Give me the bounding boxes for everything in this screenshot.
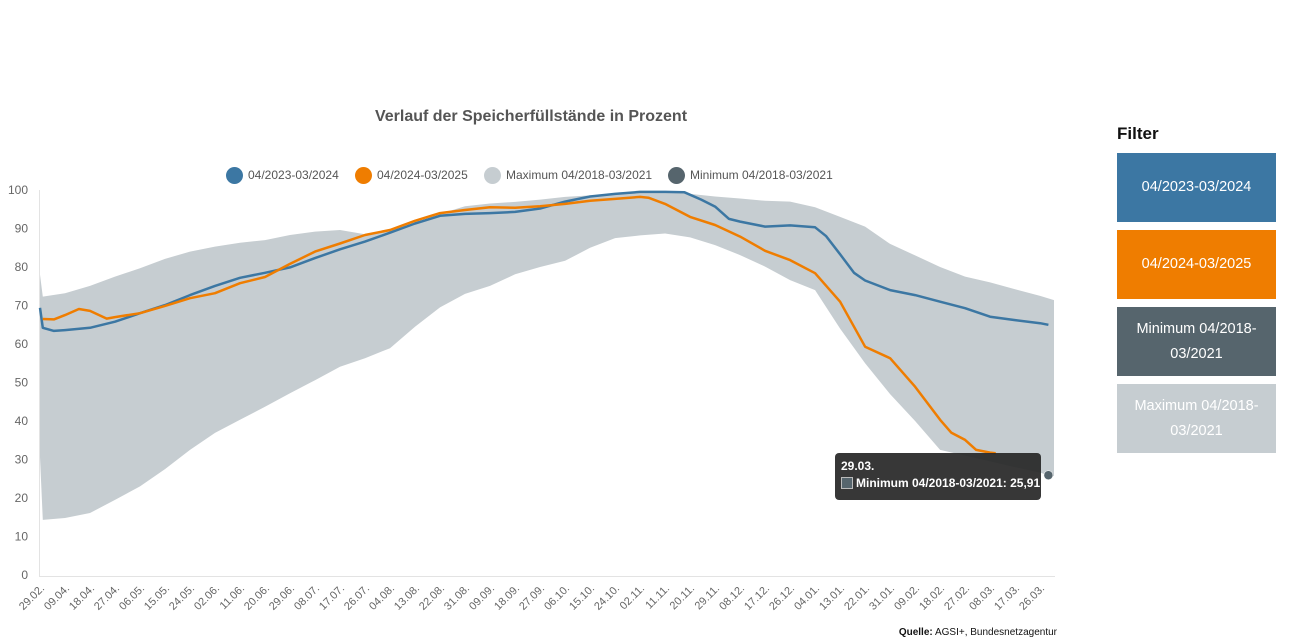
x-tick-label: 08.07.: [292, 583, 322, 613]
legend-dot-icon: [668, 166, 685, 184]
x-tick-label: 13.01.: [817, 583, 847, 613]
x-tick-label: 17.07.: [317, 583, 347, 613]
x-tick-label: 26.03.: [1017, 583, 1047, 613]
source-text: AGSI+, Bundesnetzagentur: [932, 627, 1057, 638]
x-tick-label: 22.01.: [842, 583, 872, 613]
x-tick-label: 22.08.: [417, 583, 447, 613]
x-tick-label: 09.09.: [467, 583, 497, 613]
y-tick-label: 80: [15, 260, 29, 274]
y-axis-labels: 0 10 20 30 40 50 60 70 80 90 100: [8, 183, 28, 582]
x-tick-label: 18.02.: [917, 583, 947, 613]
y-tick-label: 50: [15, 376, 29, 390]
x-tick-label: 04.01.: [792, 583, 822, 613]
tooltip-value: 25,91: [1010, 476, 1041, 490]
x-tick-label: 08.12.: [717, 583, 747, 613]
legend-item-2023-2024[interactable]: 04/2023-03/2024: [226, 166, 339, 184]
chart-tooltip: 29.03. Minimum 04/2018-03/2021 25,91: [835, 453, 1041, 500]
y-tick-label: 90: [15, 222, 29, 236]
filter-button-label: Minimum 04/2018-03/2021: [1136, 320, 1257, 362]
legend-item-maximum[interactable]: Maximum 04/2018-03/2021: [484, 166, 652, 184]
legend-item-2024-2025[interactable]: 04/2024-03/2025: [355, 166, 468, 184]
filter-button-maximum[interactable]: Maximum 04/2018-03/2021: [1117, 384, 1276, 453]
filter-button-label: 04/2023-03/2024: [1141, 179, 1252, 195]
x-tick-label: 29.06.: [267, 583, 297, 613]
legend-label: 04/2024-03/2025: [377, 168, 468, 182]
series-line-1[interactable]: [42, 195, 996, 455]
filter-button-label: 04/2024-03/2025: [1141, 256, 1252, 272]
y-tick-label: 60: [15, 337, 29, 351]
x-axis-labels: 29.02.09.04.18.04.27.04.06.05.15.05.24.0…: [17, 583, 1047, 613]
x-tick-label: 09.02.: [892, 583, 922, 613]
x-tick-label: 15.10.: [567, 583, 597, 613]
x-tick-label: 06.05.: [117, 583, 147, 613]
x-tick-label: 06.10.: [542, 583, 572, 613]
x-tick-label: 26.07.: [342, 583, 372, 613]
legend-dot-icon: [355, 166, 372, 184]
x-tick-label: 24.05.: [167, 583, 197, 613]
x-tick-label: 31.01.: [867, 583, 897, 613]
x-tick-label: 31.08.: [442, 583, 472, 613]
source-note: Quelle: AGSI+, Bundesnetzagentur: [899, 627, 1057, 638]
legend-dot-icon: [484, 166, 501, 184]
legend-label: Minimum 04/2018-03/2021: [690, 168, 833, 182]
legend-item-minimum[interactable]: Minimum 04/2018-03/2021: [668, 166, 833, 184]
x-tick-label: 13.08.: [392, 583, 422, 613]
x-tick-label: 27.02.: [942, 583, 972, 613]
y-tick-label: 70: [15, 299, 29, 313]
x-tick-label: 18.09.: [492, 583, 522, 613]
x-tick-label: 08.03.: [967, 583, 997, 613]
x-tick-label: 02.11.: [618, 583, 648, 613]
y-tick-label: 10: [15, 530, 29, 544]
legend-label: 04/2023-03/2024: [248, 168, 339, 182]
x-tick-label: 15.05.: [142, 583, 172, 613]
x-tick-label: 20.11.: [668, 583, 698, 613]
filter-title: Filter: [1117, 124, 1159, 143]
tooltip-row: Minimum 04/2018-03/2021 25,91: [841, 476, 1040, 490]
filter-button-minimum[interactable]: Minimum 04/2018-03/2021: [1117, 307, 1276, 376]
x-tick-label: 09.04.: [42, 583, 72, 613]
y-tick-label: 30: [15, 453, 29, 467]
x-tick-label: 17.03.: [992, 583, 1022, 613]
legend-dot-icon: [226, 166, 243, 184]
band-layer: [40, 191, 1054, 520]
lines-layer: [38, 190, 1049, 455]
marker-layer: [1043, 470, 1054, 480]
x-tick-label: 04.08.: [367, 583, 397, 613]
filter-panel: Filter 04/2023-03/2024 04/2024-03/2025 M…: [1117, 124, 1276, 461]
y-tick-label: 100: [8, 183, 28, 197]
x-tick-label: 17.12.: [742, 583, 772, 613]
y-tick-label: 20: [15, 491, 29, 505]
x-tick-label: 18.04.: [67, 583, 97, 613]
source-label: Quelle:: [898, 627, 933, 638]
tooltip-series-name: Minimum 04/2018-03/2021: [856, 476, 1010, 490]
x-tick-label: 26.12.: [767, 583, 797, 613]
x-tick-label: 20.06.: [242, 583, 272, 613]
x-tick-label: 27.04.: [92, 583, 122, 613]
chart-title: Verlauf der Speicherfüllstände in Prozen…: [374, 108, 688, 125]
x-tick-label: 29.02.: [17, 583, 47, 613]
legend-label: Maximum 04/2018-03/2021: [506, 168, 653, 182]
tooltip-date: 29.03.: [841, 459, 875, 473]
y-tick-label: 0: [21, 568, 28, 582]
filter-button-label: Maximum 04/2018-03/2021: [1134, 397, 1259, 439]
x-tick-label: 11.06.: [218, 583, 248, 613]
x-tick-label: 29.11.: [693, 583, 723, 613]
tooltip-swatch-icon: [841, 477, 853, 489]
x-tick-label: 24.10.: [592, 583, 622, 613]
filter-button-2023-2024[interactable]: 04/2023-03/2024: [1117, 153, 1276, 222]
max-min-band-area: [40, 191, 1054, 520]
x-tick-label: 11.11.: [643, 583, 672, 612]
x-tick-label: 02.06.: [192, 583, 222, 613]
hover-point-marker[interactable]: [1043, 470, 1054, 480]
y-tick-label: 40: [15, 414, 29, 428]
series-line-0[interactable]: [38, 190, 1049, 333]
x-tick-label: 27.09.: [517, 583, 547, 613]
filter-button-2024-2025[interactable]: 04/2024-03/2025: [1117, 230, 1276, 299]
